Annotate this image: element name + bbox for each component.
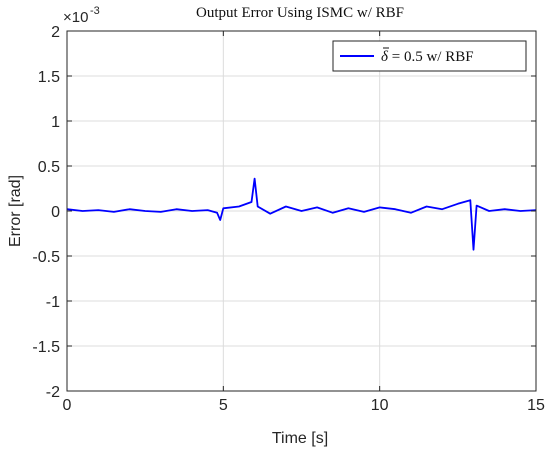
x-tick-label: 15 — [527, 397, 545, 414]
x-axis-label: Time [s] — [272, 430, 328, 447]
y-tick-label: 1.5 — [38, 69, 60, 86]
y-tick-label: 0.5 — [38, 159, 60, 176]
y-tick-label: 0 — [51, 204, 60, 221]
series-layer — [66, 177, 537, 251]
chart-title: Output Error Using ISMC w/ RBF — [196, 5, 404, 21]
x-tick-label: 0 — [63, 397, 72, 414]
y-tick-label: -1 — [46, 294, 60, 311]
y-axis-label: Error [rad] — [7, 175, 24, 247]
y-tick-label: -1.5 — [32, 339, 60, 356]
y-exponent-base: ×10 — [63, 9, 88, 26]
ticks: 0 5 10 15 -2 -1.5 -1 -0.5 0 0.5 1 1.5 2 — [32, 24, 545, 414]
x-tick-label: 10 — [371, 397, 389, 414]
legend-label-text: = 0.5 w/ RBF — [388, 49, 474, 65]
y-tick-label: 2 — [51, 24, 60, 41]
y-tick-label: -0.5 — [32, 249, 60, 266]
y-tick-label: -2 — [46, 384, 60, 401]
series-line — [66, 177, 537, 251]
legend-label-symbol: δ — [381, 49, 389, 65]
y-exponent-power: -3 — [90, 5, 100, 17]
y-tick-label: 1 — [51, 114, 60, 131]
x-tick-label: 5 — [219, 397, 228, 414]
y-exponent: ×10 -3 — [63, 5, 100, 26]
legend: δ = 0.5 w/ RBF — [332, 40, 527, 72]
legend-label: δ = 0.5 w/ RBF — [381, 49, 474, 65]
